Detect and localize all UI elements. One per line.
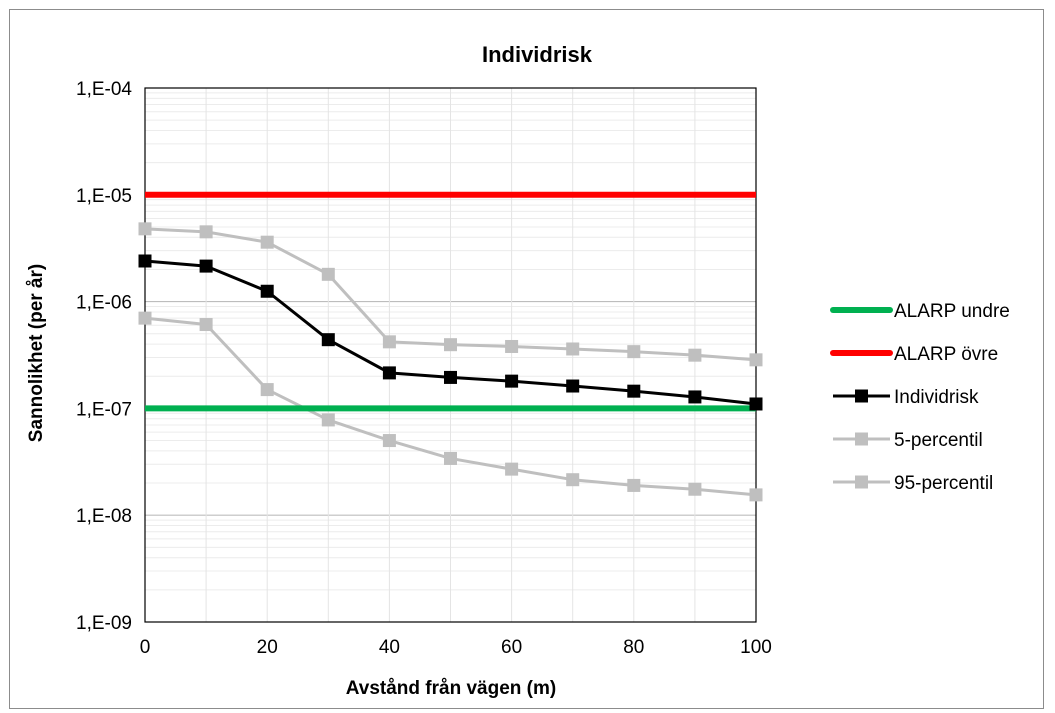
legend-marker (855, 389, 868, 403)
data-point (749, 488, 763, 502)
data-point (321, 413, 335, 427)
y-tick-label: 1,E-09 (76, 613, 132, 634)
legend-item: Individrisk (833, 387, 979, 408)
data-point (444, 370, 457, 384)
x-tick-label: 40 (379, 637, 400, 658)
data-point (382, 335, 396, 349)
data-point (505, 339, 519, 353)
data-point (627, 478, 641, 492)
y-tick-label: 1,E-06 (76, 293, 132, 314)
data-point (688, 390, 702, 404)
y-tick-label: 1,E-05 (76, 186, 132, 207)
data-point (199, 225, 213, 239)
legend-label: Individrisk (894, 387, 979, 408)
data-point (627, 345, 641, 359)
data-point (627, 384, 641, 398)
data-point (566, 342, 580, 356)
legend-marker (855, 432, 868, 446)
data-point (260, 235, 274, 249)
series-individrisk (138, 254, 763, 411)
x-tick-label: 60 (501, 637, 522, 658)
legend-item: 95-percentil (833, 473, 993, 494)
data-point (321, 333, 335, 347)
chart-frame (9, 9, 1044, 709)
data-point (688, 482, 702, 496)
y-tick-label: 1,E-04 (76, 79, 132, 100)
y-axis-tick-labels: 1,E-09 1,E-08 1,E-07 1,E-06 1,E-05 1,E-04 (76, 79, 132, 634)
data-point (444, 451, 457, 465)
data-point (749, 353, 763, 367)
x-axis-title: Avstånd från vägen (m) (346, 678, 556, 699)
chart-title: Individrisk (482, 42, 593, 67)
series-5-percentil (138, 311, 763, 502)
legend-item: 5-percentil (833, 430, 983, 451)
y-tick-label: 1,E-08 (76, 506, 132, 527)
legend-label: 5-percentil (894, 430, 983, 451)
data-point (444, 338, 457, 352)
series-layer (138, 191, 763, 502)
x-tick-label: 100 (740, 637, 772, 658)
data-point (382, 434, 396, 448)
data-point (566, 379, 580, 393)
legend: ALARP undre ALARP övre Individrisk 5-percen… (830, 301, 1010, 494)
x-tick-label: 20 (257, 637, 278, 658)
x-axis-tick-labels: 0 20 40 60 80 100 (140, 637, 772, 658)
legend-label: ALARP undre (894, 301, 1010, 322)
y-axis-title: Sannolikhet (per år) (26, 264, 47, 442)
data-point (138, 254, 152, 268)
data-point (138, 311, 152, 325)
legend-label: 95-percentil (894, 473, 993, 494)
y-tick-label: 1,E-07 (76, 399, 132, 420)
legend-marker (855, 475, 868, 489)
data-point (260, 284, 274, 298)
data-point (505, 462, 519, 476)
data-point (382, 366, 396, 380)
data-point (749, 397, 763, 411)
legend-item: ALARP övre (830, 344, 998, 365)
x-tick-label: 80 (623, 637, 644, 658)
data-point (199, 259, 213, 273)
data-point (566, 473, 580, 487)
data-point (505, 374, 519, 388)
data-point (260, 383, 274, 397)
data-point (688, 348, 702, 362)
legend-item: ALARP undre (830, 301, 1010, 322)
data-point (321, 267, 335, 281)
series-95-percentil (138, 222, 763, 367)
data-point (138, 222, 152, 236)
legend-label: ALARP övre (894, 344, 998, 365)
data-point (199, 318, 213, 332)
x-tick-label: 0 (140, 637, 151, 658)
